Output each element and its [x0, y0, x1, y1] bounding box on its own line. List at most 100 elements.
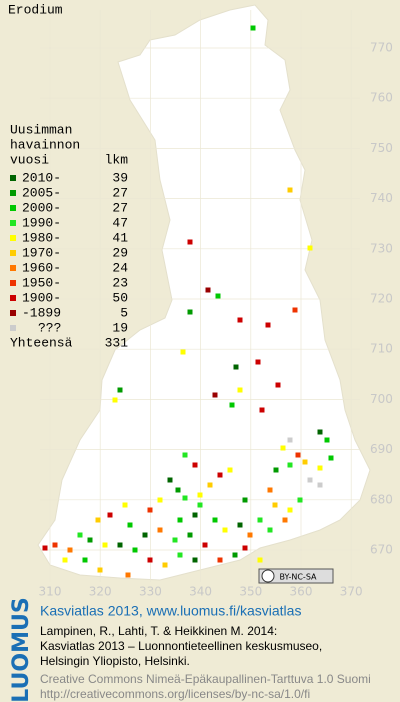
observation-square — [267, 487, 273, 493]
observation-square — [42, 545, 48, 551]
legend-label: 2000- — [22, 200, 61, 215]
grid-tick: 710 — [370, 342, 393, 356]
observation-square — [222, 527, 228, 533]
legend-swatch — [10, 235, 16, 241]
observation-square — [324, 437, 330, 443]
observation-square — [265, 322, 271, 328]
legend-label: 2010- — [22, 170, 61, 185]
observation-square — [307, 477, 313, 483]
license-badge — [258, 568, 334, 584]
legend-count: 27 — [112, 200, 128, 215]
observation-square — [217, 472, 223, 478]
grid-tick: 670 — [370, 543, 393, 557]
grid-tick: 700 — [370, 392, 393, 406]
observation-square — [157, 497, 163, 503]
grid-tick: 350 — [239, 585, 262, 599]
observation-square — [287, 462, 293, 468]
cc-icon — [261, 569, 275, 583]
observation-square — [187, 309, 193, 315]
observation-square — [232, 552, 238, 558]
legend-label: 1960- — [22, 260, 61, 275]
observation-square — [127, 522, 133, 528]
citation: Kasviatlas 2013 – Luonnontieteellinen ke… — [40, 639, 322, 653]
legend-swatch — [10, 220, 16, 226]
observation-square — [197, 492, 203, 498]
observation-square — [233, 364, 239, 370]
observation-square — [197, 502, 203, 508]
observation-square — [227, 467, 233, 473]
license-url[interactable]: http://creativecommons.org/licenses/by-n… — [40, 687, 310, 701]
observation-square — [297, 497, 303, 503]
legend-swatch — [10, 265, 16, 271]
legend-swatch — [10, 280, 16, 286]
observation-square — [87, 537, 93, 543]
grid-tick: 320 — [89, 585, 112, 599]
grid-tick: 360 — [290, 585, 313, 599]
legend-count: 29 — [112, 245, 128, 260]
observation-square — [302, 459, 308, 465]
observation-square — [112, 397, 118, 403]
map-outline — [37, 4, 371, 581]
legend-heading: Uusimman — [10, 122, 72, 137]
observation-square — [242, 497, 248, 503]
observations — [42, 25, 334, 578]
observation-square — [215, 293, 221, 299]
grid-tick: 730 — [370, 241, 393, 255]
observation-square — [205, 287, 211, 293]
citation: Lampinen, R., Lahti, T. & Heikkinen M. 2… — [40, 624, 277, 638]
legend-count: 47 — [112, 215, 128, 230]
legend-total-label: Yhteensä — [10, 335, 73, 350]
observation-square — [247, 532, 253, 538]
legend-label: -1899 — [22, 305, 61, 320]
observation-square — [142, 532, 148, 538]
observation-square — [97, 567, 103, 573]
grid-tick: 760 — [370, 91, 393, 105]
grid-tick: 310 — [39, 585, 62, 599]
grid-tick: 720 — [370, 292, 393, 306]
grid-tick: 690 — [370, 442, 393, 456]
observation-square — [328, 455, 334, 461]
observation-square — [272, 502, 278, 508]
observation-square — [192, 462, 198, 468]
atlas-link[interactable]: Kasviatlas 2013, www.luomus.fi/kasviatla… — [40, 603, 301, 619]
observation-square — [157, 527, 163, 533]
legend-swatch — [10, 250, 16, 256]
observation-square — [172, 537, 178, 543]
observation-square — [177, 517, 183, 523]
observation-square — [287, 187, 293, 193]
legend-column: lkm — [105, 152, 129, 167]
logo: LUOMUS — [9, 597, 34, 702]
legend-count: 19 — [112, 320, 128, 335]
observation-square — [182, 495, 188, 501]
legend-swatch — [10, 205, 16, 211]
legend-swatch — [10, 295, 16, 301]
observation-square — [255, 359, 261, 365]
observation-square — [180, 349, 186, 355]
citation: Helsingin Yliopisto, Helsinki. — [40, 654, 190, 668]
observation-square — [217, 557, 223, 563]
license-line: Creative Commons Nimeä-Epäkaupallinen-Ta… — [40, 672, 371, 686]
observation-square — [237, 387, 243, 393]
observation-square — [52, 542, 58, 548]
observation-square — [192, 512, 198, 518]
observation-square — [207, 482, 213, 488]
observation-square — [175, 487, 181, 493]
observation-square — [162, 562, 168, 568]
grid-tick: 370 — [340, 585, 363, 599]
observation-square — [132, 547, 138, 553]
legend-label: 1990- — [22, 215, 61, 230]
observation-square — [229, 402, 235, 408]
observation-square — [125, 572, 131, 578]
observation-square — [62, 557, 68, 563]
legend-label: 1950- — [22, 275, 61, 290]
grid-tick: 340 — [189, 585, 212, 599]
observation-square — [202, 542, 208, 548]
observation-square — [167, 477, 173, 483]
observation-square — [287, 437, 293, 443]
legend-swatch — [10, 175, 16, 181]
observation-square — [237, 522, 243, 528]
observation-square — [187, 532, 193, 538]
observation-square — [317, 465, 323, 471]
legend-label: ??? — [38, 320, 61, 335]
